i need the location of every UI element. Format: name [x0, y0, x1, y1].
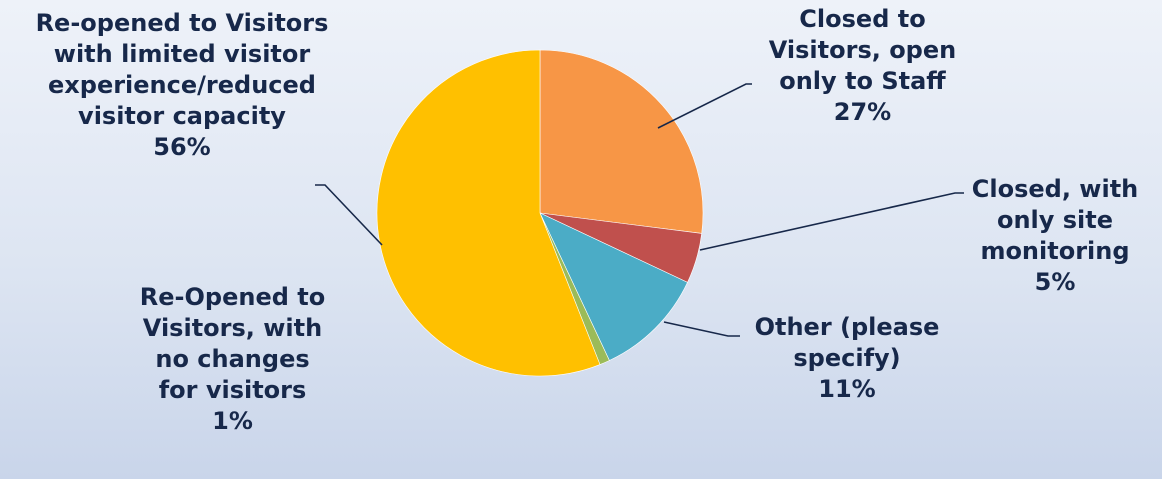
leader-line-other	[663, 321, 740, 337]
label-reopened-no-change-line-4: for visitors	[158, 376, 307, 404]
label-reopened-limited-pct: 56%	[153, 133, 211, 161]
label-reopened-limited-line-3: experience/reduced	[48, 71, 316, 99]
label-closed-monitoring-line-2: only site	[996, 206, 1114, 234]
label-reopened-no-change-line-1: Re-Opened to	[139, 283, 326, 311]
leader-lines	[315, 83, 964, 337]
label-closed-staff-line-1: Closed to	[799, 5, 926, 33]
label-other-pct: 11%	[818, 375, 876, 403]
label-reopened-no-change: Re-Opened to Visitors, with no changes f…	[110, 282, 355, 437]
label-reopened-limited-line-2: with limited visitor	[53, 40, 311, 68]
label-reopened-no-change-pct: 1%	[212, 407, 253, 435]
label-closed-monitoring-line-3: monitoring	[980, 237, 1130, 265]
leader-line-closed-monitoring	[699, 192, 964, 251]
label-other-line-2: specify)	[793, 344, 901, 372]
label-closed-monitoring-pct: 5%	[1034, 268, 1076, 296]
label-closed-staff-line-2: Visitors, open	[768, 36, 957, 64]
label-closed-staff-line-3: only to Staff	[779, 67, 946, 95]
label-closed-staff: Closed to Visitors, open only to Staff 2…	[740, 4, 985, 128]
label-reopened-limited-line-4: visitor capacity	[78, 102, 286, 130]
label-reopened-limited-line-1: Re-opened to Visitors	[35, 9, 329, 37]
label-reopened-limited: Re-opened to Visitors with limited visit…	[0, 8, 364, 163]
label-other: Other (please specify) 11%	[732, 312, 962, 405]
label-other-line-1: Other (please	[754, 313, 940, 341]
label-reopened-no-change-line-2: Visitors, with	[142, 314, 323, 342]
leader-line-closed-staff	[657, 83, 752, 129]
leader-line-reopened-limited	[315, 184, 383, 246]
slice-other	[539, 212, 688, 361]
label-closed-staff-pct: 27%	[833, 98, 892, 126]
label-closed-monitoring: Closed, with only site monitoring 5%	[948, 174, 1162, 298]
slice-closed-staff	[539, 49, 704, 234]
label-reopened-no-change-line-3: no changes	[155, 345, 310, 373]
pie-slices	[376, 49, 704, 377]
label-closed-monitoring-line-1: Closed, with	[971, 175, 1139, 203]
